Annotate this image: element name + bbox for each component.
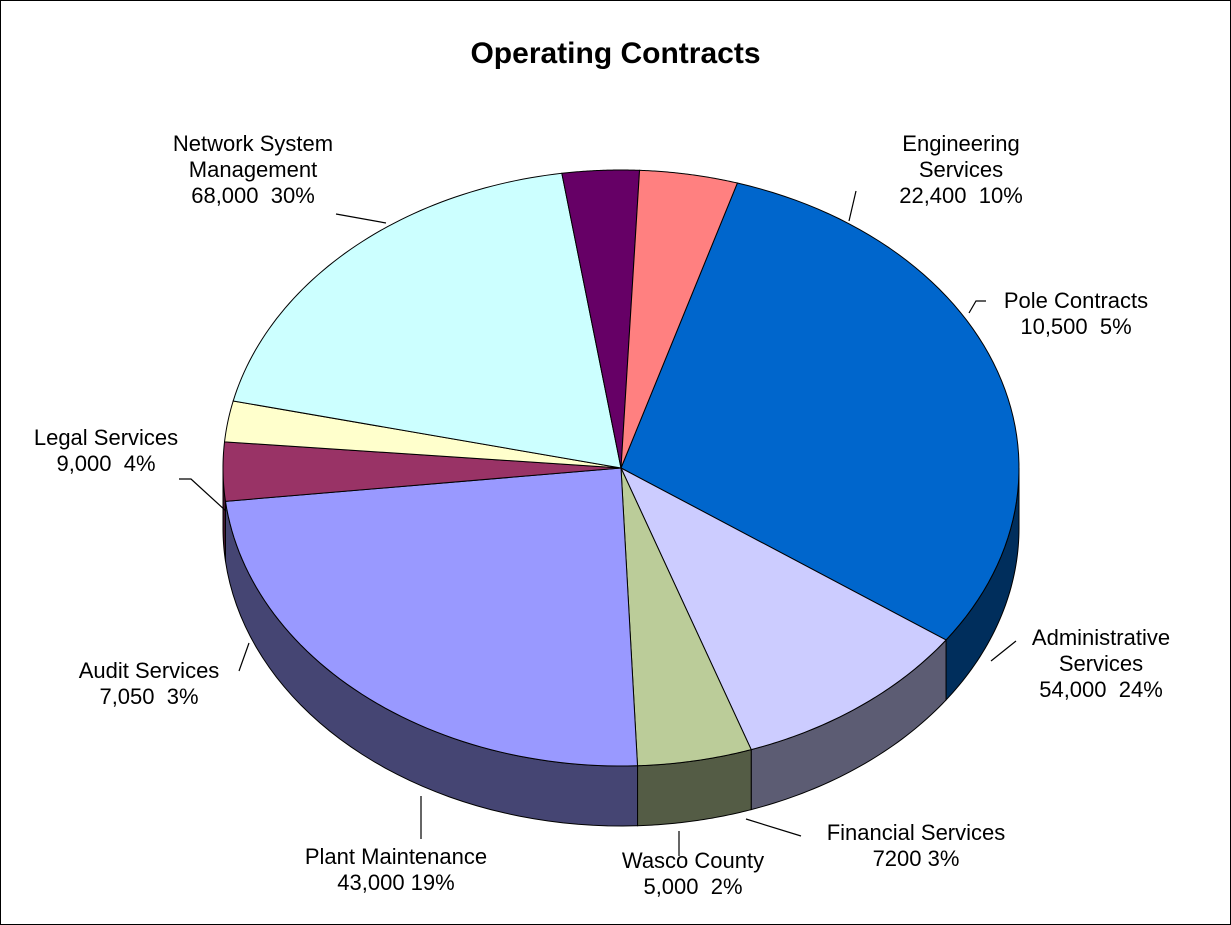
value-label: 22,400 10% (899, 183, 1023, 208)
slice-label: Wasco County 5,000 2% (598, 848, 788, 900)
value-label: 9,000 4% (56, 451, 156, 476)
category-label: Financial Services (826, 820, 1006, 845)
leader-line (990, 640, 1017, 662)
category-label: Plant Maintenance (304, 844, 488, 869)
slice (224, 467, 639, 767)
category-label: Engineering Services (902, 131, 1020, 182)
slice-label: Legal Services 9,000 4% (6, 425, 206, 477)
leader-line (335, 213, 387, 224)
value-label: 54,000 24% (1039, 677, 1163, 702)
category-label: Administrative Services (1031, 625, 1171, 676)
value-label: 10,500 5% (1020, 314, 1132, 339)
slice-label: Network System Management 68,000 30% (143, 131, 363, 209)
category-label: Legal Services (33, 425, 179, 450)
leader-line (745, 818, 802, 837)
slice-label: Engineering Services 22,400 10% (861, 131, 1061, 209)
slice (619, 466, 947, 751)
slice (620, 182, 1020, 641)
slice (620, 467, 752, 767)
slice-label: Audit Services 7,050 3% (54, 658, 244, 710)
slice-tops (222, 169, 1020, 767)
slice (232, 172, 622, 469)
leader-line (238, 642, 250, 672)
value-label: 5,000 2% (643, 874, 743, 899)
slice-label: Pole Contracts 10,500 5% (981, 288, 1171, 340)
leader-line (179, 478, 227, 512)
slice (620, 169, 739, 469)
value-label: 68,000 30% (191, 183, 315, 208)
slice (222, 441, 622, 502)
leader-line (968, 300, 986, 314)
value-label: 7,050 3% (99, 684, 199, 709)
category-label: Pole Contracts (1003, 288, 1149, 313)
value-label: 7200 3% (872, 846, 960, 871)
chart-title: Operating Contracts (470, 37, 761, 70)
category-label: Network System Management (172, 131, 334, 182)
value-label: 43,000 19% (337, 870, 455, 895)
slice-label: Financial Services 7200 3% (791, 820, 1041, 872)
slice-sides (222, 467, 1020, 827)
category-label: Audit Services (78, 658, 220, 683)
leader-line (848, 190, 857, 222)
slice-label: Administrative Services 54,000 24% (1001, 625, 1201, 703)
category-label: Wasco County (621, 848, 765, 873)
slice-label: Plant Maintenance 43,000 19% (271, 844, 521, 896)
slice (561, 169, 641, 469)
